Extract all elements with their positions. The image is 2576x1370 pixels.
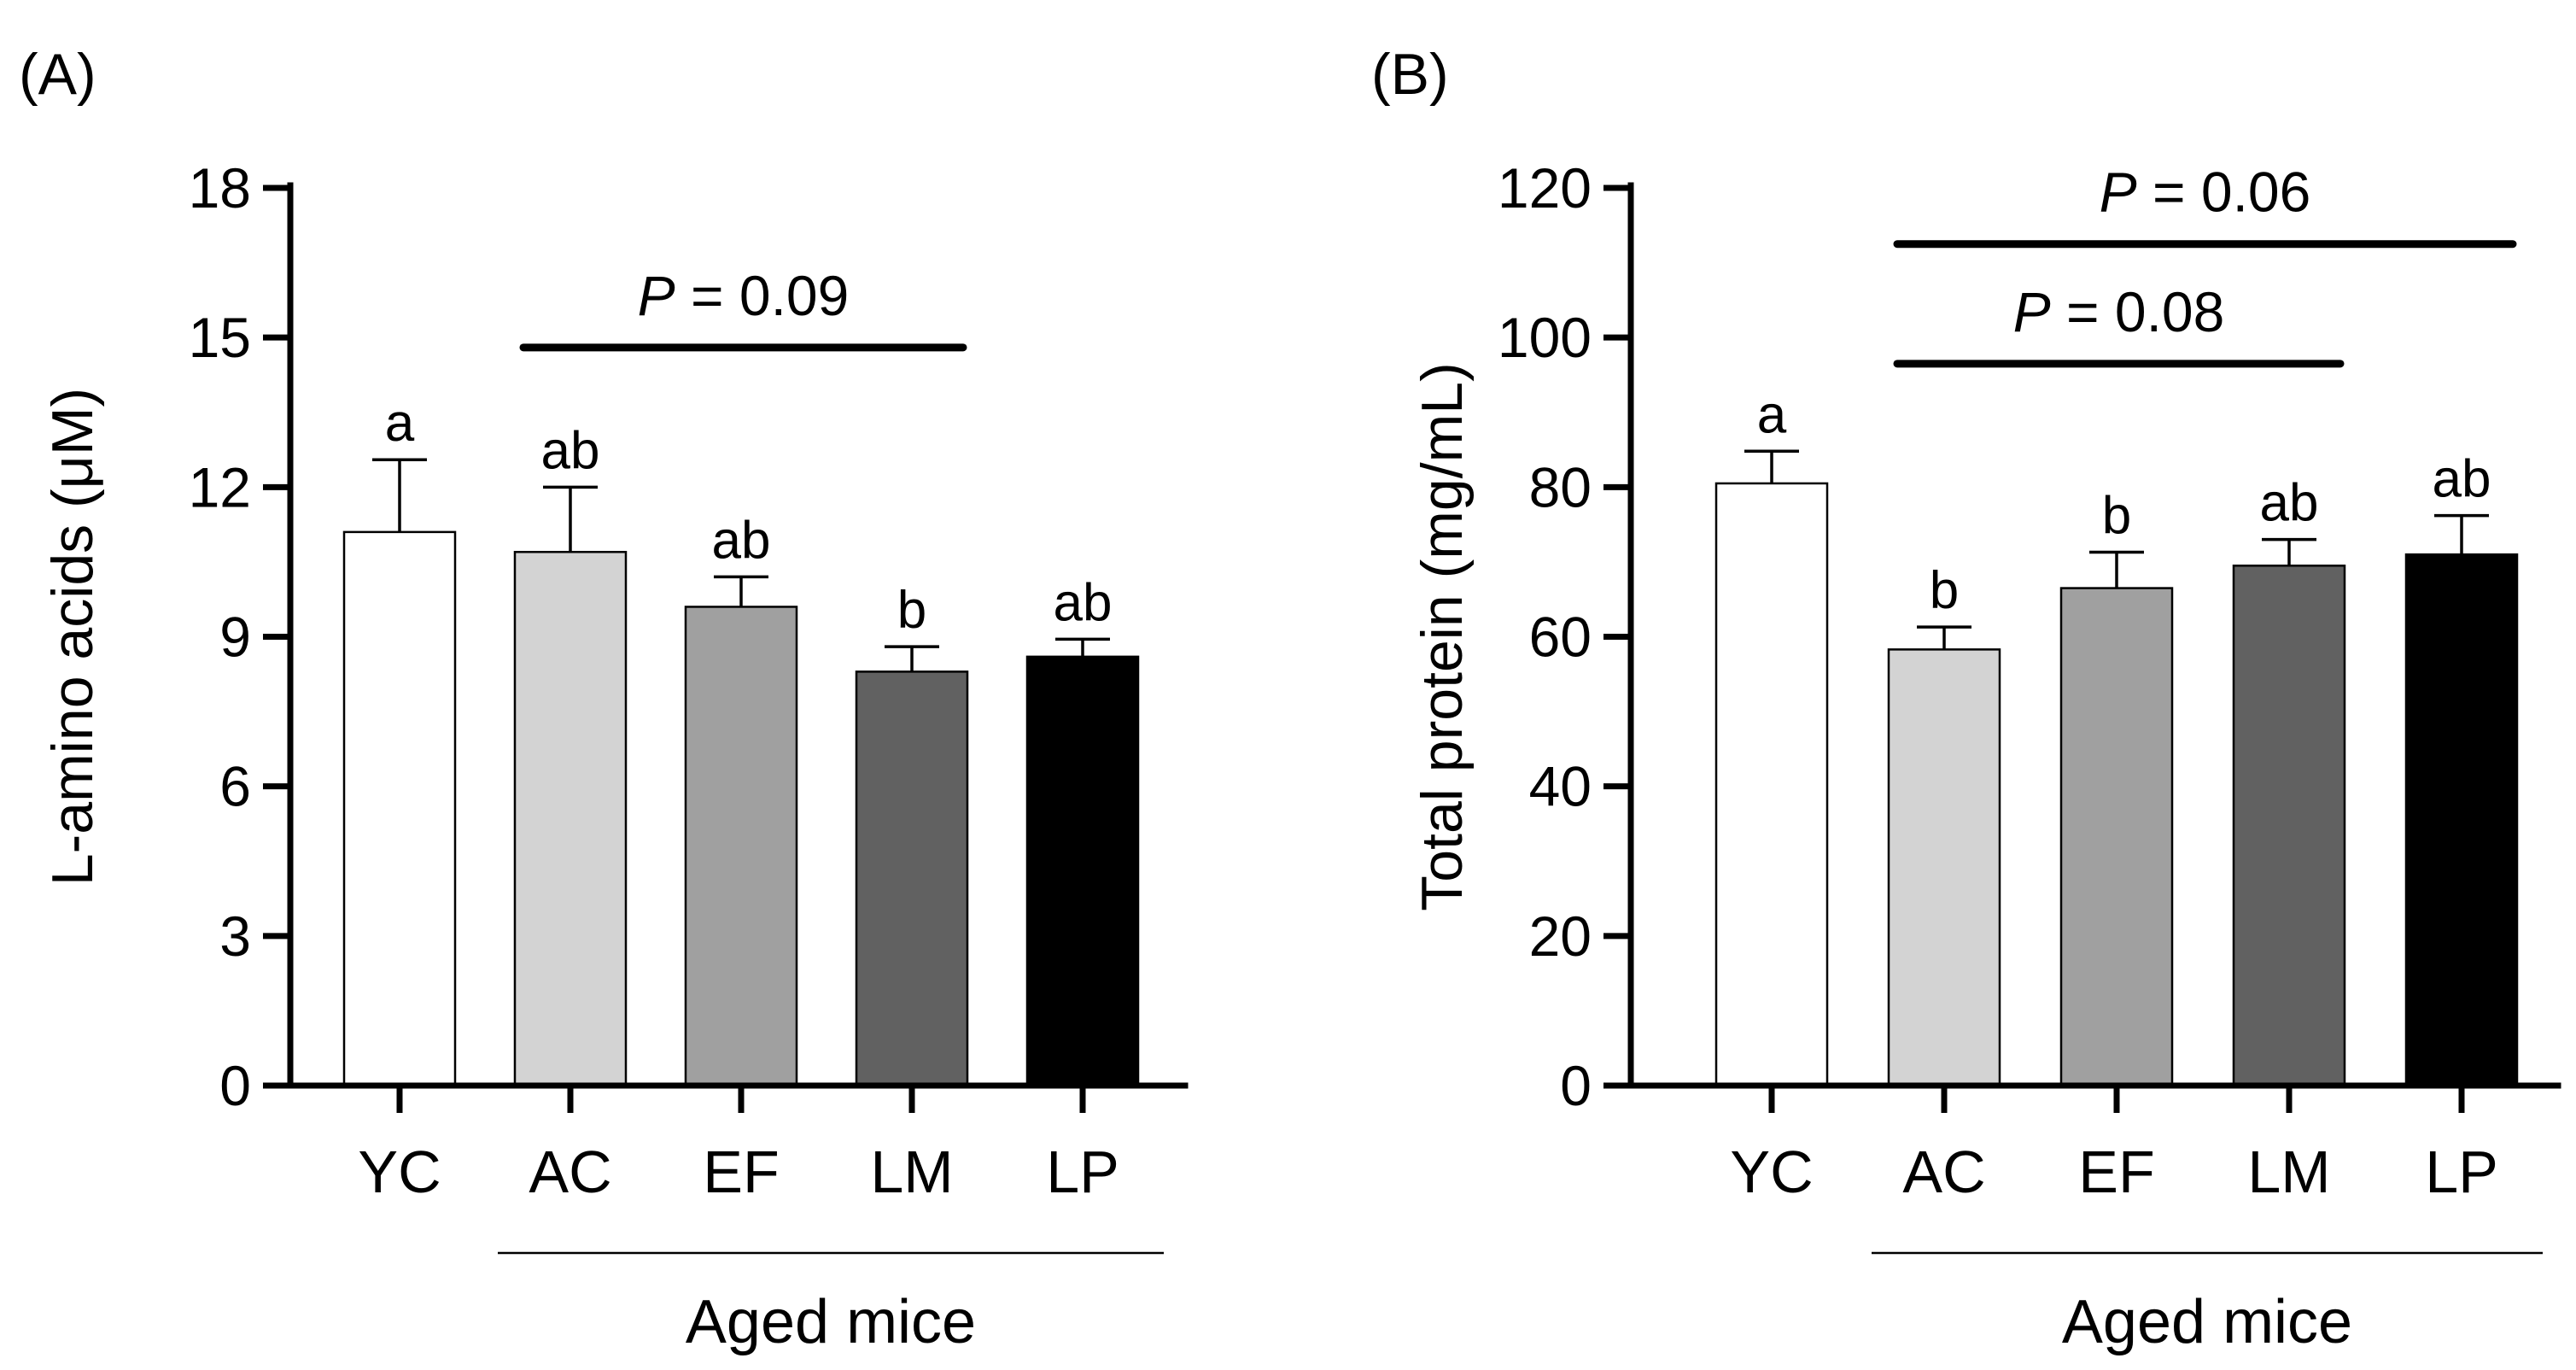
error-bar-ac bbox=[1917, 625, 1971, 650]
x-tick-label-ac: AC bbox=[1902, 1139, 1985, 1205]
y-tick-label: 40 bbox=[1529, 755, 1592, 818]
sig-letter-lp: ab bbox=[1054, 573, 1113, 632]
sig-letter-ac: b bbox=[1930, 561, 1959, 620]
x-tick-label-ac: AC bbox=[529, 1139, 611, 1205]
panel-b: (B)Total protein (mg/mL) abb ab ab020406080… bbox=[1371, 42, 2561, 1356]
bar-lp bbox=[1025, 655, 1140, 1087]
panel-label: (B) bbox=[1371, 42, 1449, 107]
sig-letter-lp: ab bbox=[2433, 450, 2491, 509]
y-tick-label: 18 bbox=[189, 156, 251, 220]
y-tick-label: 0 bbox=[219, 1054, 251, 1117]
y-tick-label: 20 bbox=[1529, 905, 1592, 968]
y-tick-label: 6 bbox=[219, 755, 251, 818]
sig-letter-ac: ab bbox=[541, 421, 600, 480]
x-tick-label-ef: EF bbox=[703, 1139, 779, 1205]
y-tick-label: 0 bbox=[1560, 1054, 1592, 1117]
x-tick-label-lm: LM bbox=[2247, 1139, 2330, 1205]
x-tick-label-lm: LM bbox=[870, 1139, 953, 1205]
bar-ef bbox=[2059, 587, 2174, 1087]
bar-lm bbox=[855, 670, 969, 1087]
bar-ef bbox=[684, 606, 798, 1087]
error-bar-ac bbox=[543, 485, 598, 553]
x-tick-label-lp: LP bbox=[2425, 1139, 2498, 1205]
panel-a: (A) L-amino acids (μM) a ab ab b ab 0 3 6 9 12 15 18 Y… bbox=[19, 42, 1189, 1356]
y-tick-label: 80 bbox=[1529, 455, 1592, 518]
error-bar-yc bbox=[372, 458, 427, 532]
panel-label: (A) bbox=[19, 42, 96, 107]
sig-letter-ef: b bbox=[2102, 487, 2131, 546]
error-bar-lm bbox=[885, 645, 939, 672]
x-tick-label-lp: LP bbox=[1046, 1139, 1119, 1205]
bar-lm bbox=[2232, 565, 2346, 1087]
error-bar-lp bbox=[2434, 513, 2489, 555]
bar-ac bbox=[513, 550, 628, 1087]
error-bar-ef bbox=[714, 575, 768, 607]
y-tick-label: 9 bbox=[219, 606, 251, 669]
p-value-label: P = 0.06 bbox=[2100, 161, 2311, 224]
sig-letter-yc: a bbox=[1757, 385, 1787, 444]
error-bar-lm bbox=[2262, 537, 2316, 566]
sig-letter-lm: ab bbox=[2260, 474, 2319, 533]
y-tick-label: 3 bbox=[219, 905, 251, 968]
error-bar-lp bbox=[1055, 637, 1110, 657]
x-tick-label-yc: YC bbox=[1730, 1139, 1813, 1205]
y-tick-label: 100 bbox=[1498, 306, 1592, 369]
group-label: Aged mice bbox=[686, 1288, 976, 1356]
y-tick-label: 60 bbox=[1529, 606, 1592, 669]
y-tick-label: 120 bbox=[1498, 156, 1592, 220]
p-value-label: P = 0.09 bbox=[638, 264, 850, 327]
error-bar-ef bbox=[2089, 550, 2144, 588]
sig-letter-ef: ab bbox=[712, 511, 771, 570]
y-axis-title: L-amino acids (μM) bbox=[40, 388, 105, 886]
bar-yc bbox=[342, 530, 457, 1087]
group-label: Aged mice bbox=[2062, 1288, 2352, 1356]
sig-letter-yc: a bbox=[385, 394, 415, 453]
p-value-label: P = 0.08 bbox=[2013, 280, 2225, 343]
bar-ac bbox=[1887, 648, 2001, 1087]
y-tick-label: 15 bbox=[189, 306, 251, 369]
x-tick-label-yc: YC bbox=[358, 1139, 441, 1205]
bar-yc bbox=[1714, 482, 1829, 1087]
y-tick-label: 12 bbox=[189, 455, 251, 518]
sig-letter-lm: b bbox=[897, 581, 926, 640]
bar-lp bbox=[2404, 553, 2519, 1087]
error-bar-yc bbox=[1744, 449, 1799, 483]
x-tick-label-ef: EF bbox=[2078, 1139, 2154, 1205]
y-axis-title: Total protein (mg/mL) bbox=[1410, 362, 1475, 910]
